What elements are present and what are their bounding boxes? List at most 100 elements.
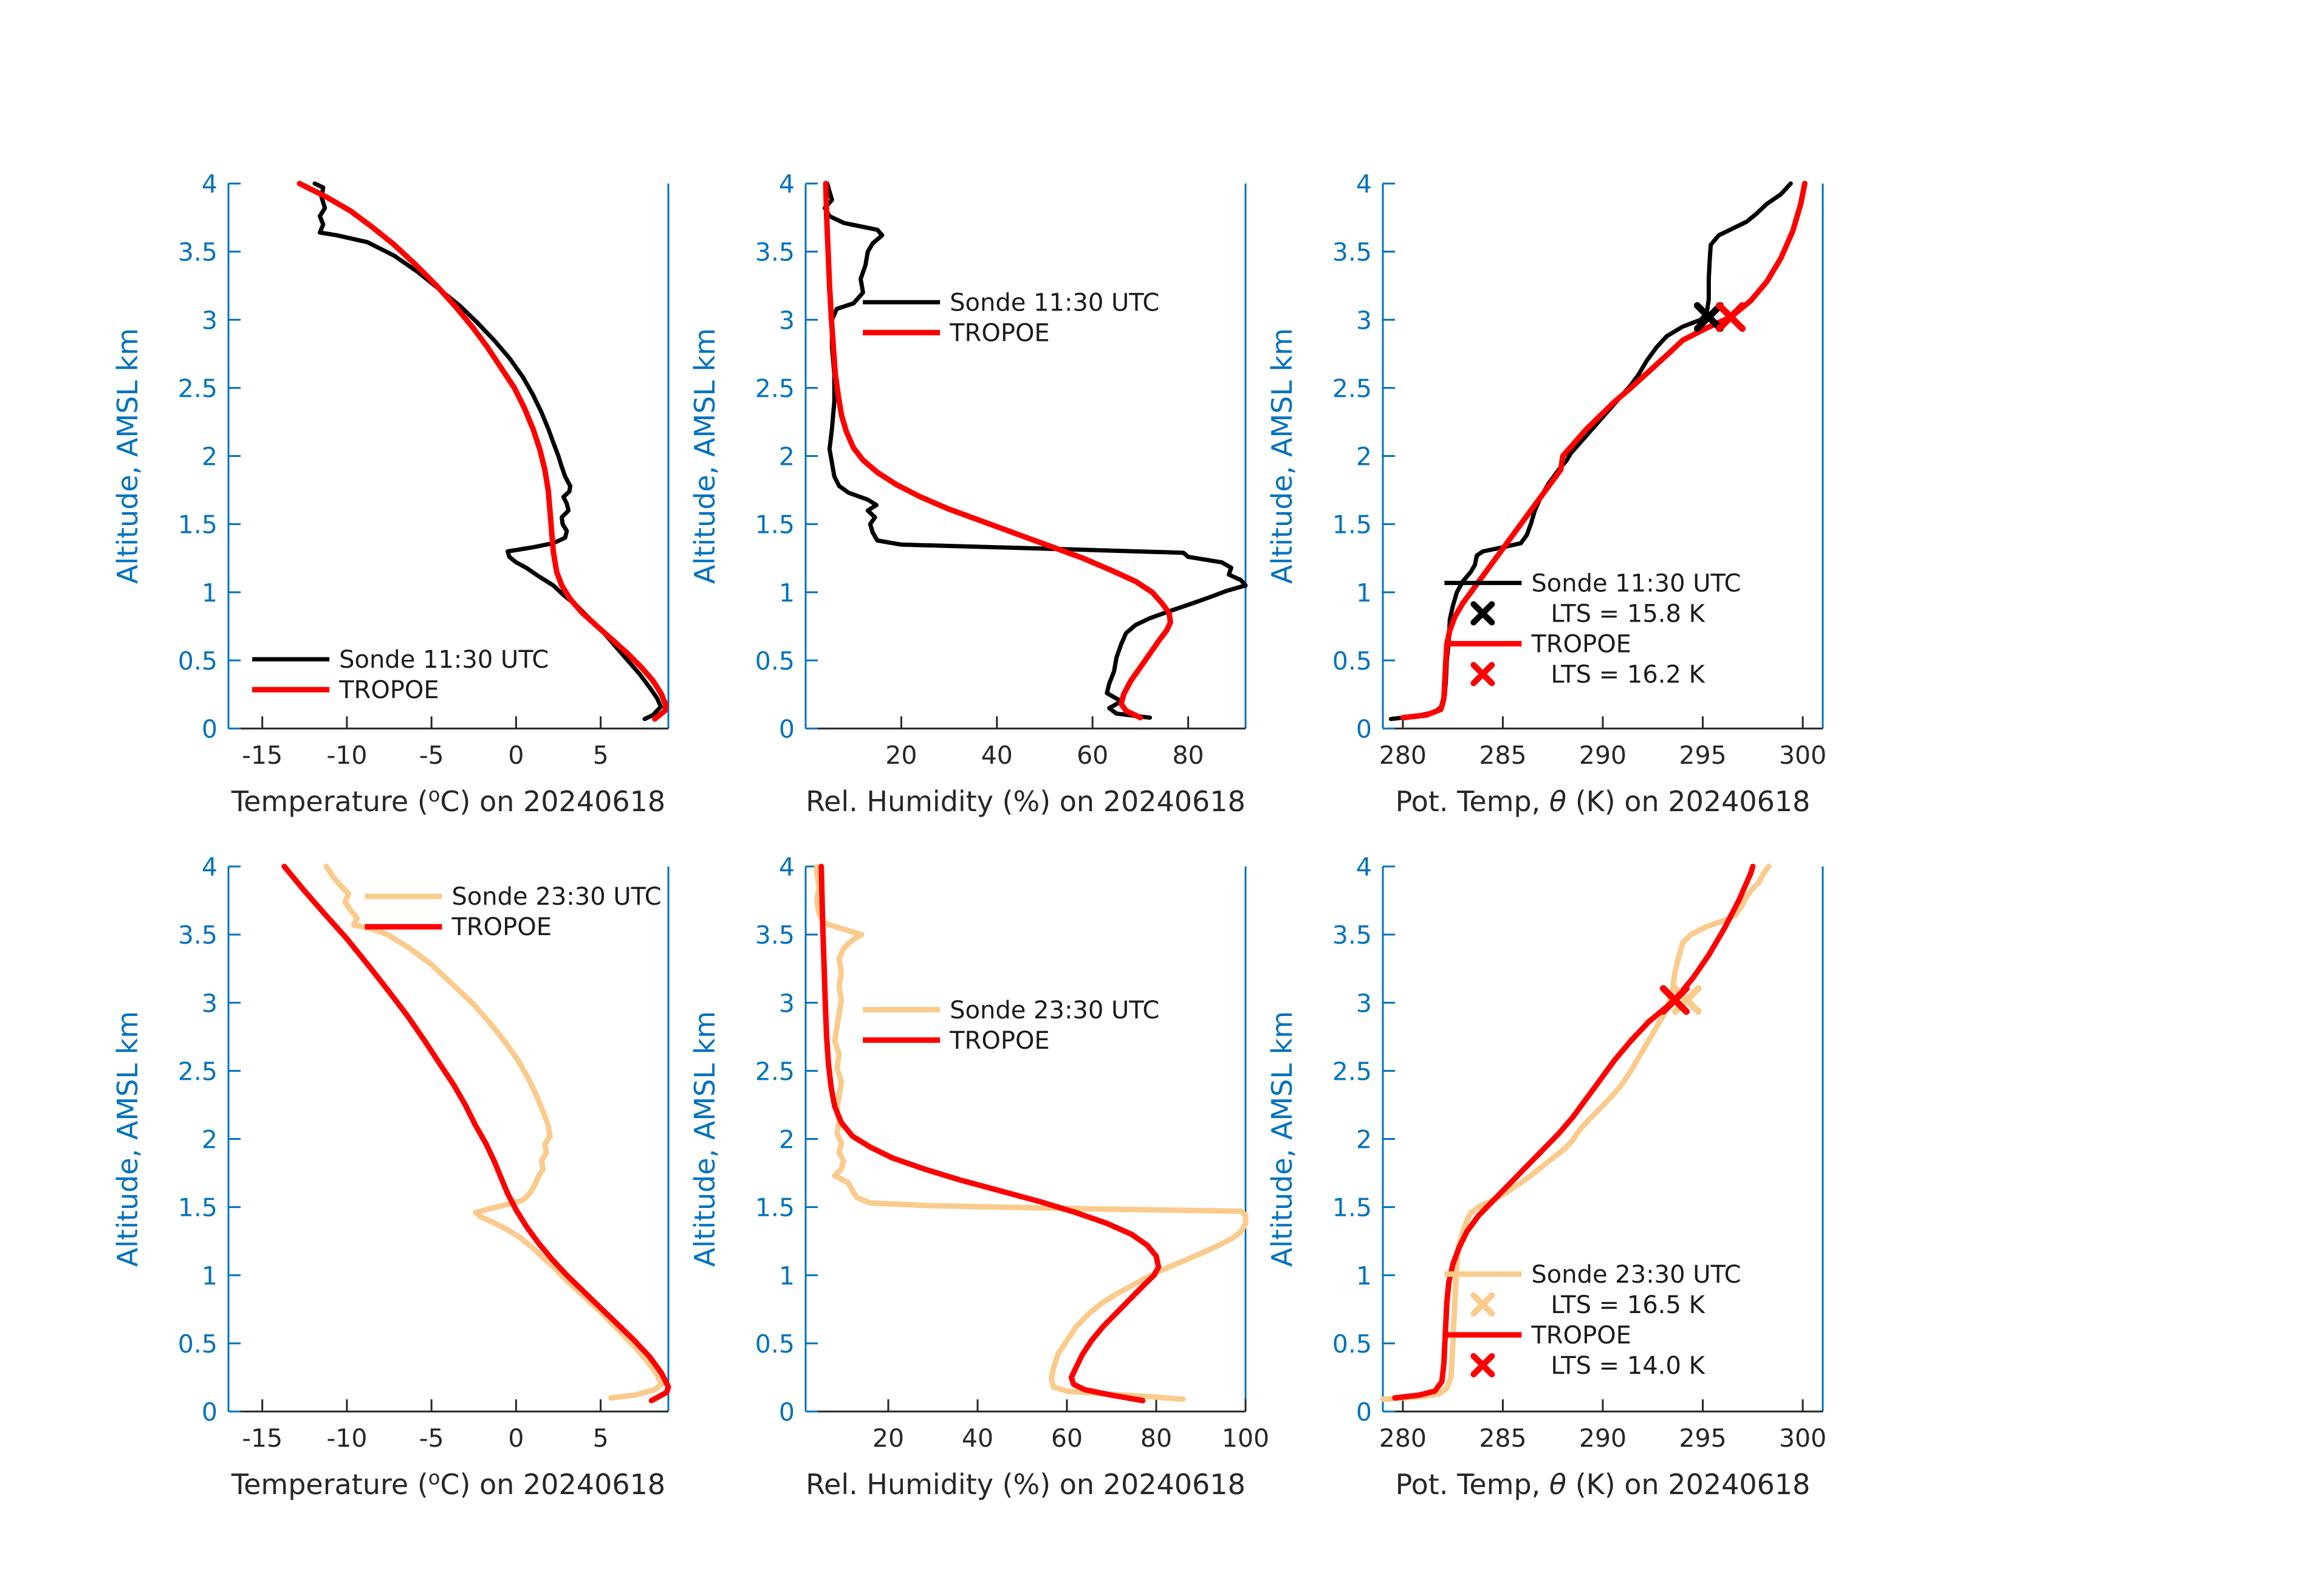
y-tick-label: 1.5: [1332, 510, 1372, 540]
y-tick-label: 3.5: [178, 921, 218, 950]
y-tick-label: 2.5: [755, 374, 795, 403]
curves: [296, 180, 669, 722]
y-tick-label: 0.5: [1332, 1329, 1372, 1359]
x-tick-label: 280: [1379, 741, 1427, 770]
series-line-tropoe: [823, 180, 1173, 721]
y-tick-label: 3: [779, 989, 795, 1018]
x-tick-label: 290: [1579, 741, 1626, 770]
x-tick-label: 285: [1479, 741, 1526, 770]
x-tick-label: 280: [1379, 1424, 1427, 1453]
y-tick-label: 3.5: [755, 238, 795, 267]
y-tick-label: 0: [779, 715, 795, 744]
x-tick-label: -15: [242, 741, 283, 770]
y-tick-label: 0.5: [755, 1329, 795, 1359]
x-tick-label: 0: [508, 741, 524, 770]
x-tick-label: 300: [1779, 1424, 1826, 1453]
y-tick-label: 4: [779, 170, 795, 199]
legend-label: TROPOE: [1530, 1322, 1631, 1350]
curves: [281, 863, 671, 1404]
y-axis-label: Altitude, AMSL km: [688, 328, 721, 584]
y-tick-label: 3.5: [1332, 921, 1372, 950]
y-tick-label: 4: [779, 852, 795, 882]
marker-lts-sonde: [1693, 302, 1724, 332]
y-tick-label: 2.5: [1332, 1057, 1372, 1086]
series-line-sonde-2330: [814, 863, 1249, 1402]
legend-label: TROPOE: [949, 319, 1050, 347]
legend-marker-sample: [1470, 662, 1495, 687]
x-tick-label: 20: [885, 741, 917, 770]
y-tick-label: 1.5: [755, 1193, 795, 1223]
series-line-sonde-2330: [1380, 863, 1772, 1402]
y-tick-label: 2: [202, 442, 218, 472]
curves: [823, 180, 1248, 721]
x-tick-label: 20: [872, 1424, 904, 1453]
x-axis-label: Temperature (oC) on 20240618: [231, 1466, 665, 1501]
y-tick-label: 3: [1356, 306, 1372, 335]
x-axis-label: Rel. Humidity (%) on 20240618: [806, 785, 1246, 818]
y-axis-label: Altitude, AMSL km: [1266, 1011, 1298, 1267]
y-axis-label: Altitude, AMSL km: [111, 328, 144, 584]
subplot-theta-2330: 0 0.5 1 1.5 2 2.5 3 3.5 4 280 285 290 295 300 Altitude…: [1266, 852, 1826, 1501]
y-tick-label: 4: [202, 852, 218, 882]
y-tick-label: 0: [1356, 1398, 1372, 1427]
x-tick-label: 5: [593, 1424, 609, 1453]
y-tick-label: 3: [202, 989, 218, 1018]
y-axis-label: Altitude, AMSL km: [111, 1011, 144, 1267]
y-tick-label: 2.5: [1332, 374, 1372, 403]
x-tick-label: 295: [1679, 1424, 1726, 1453]
x-tick-label: 60: [1077, 741, 1108, 770]
series-line-tropoe: [1392, 863, 1756, 1401]
y-tick-label: 1: [202, 578, 218, 608]
legend-label: Sonde 11:30 UTC: [339, 646, 549, 674]
y-tick-label: 3.5: [1332, 238, 1372, 267]
y-tick-label: 4: [1356, 852, 1372, 882]
y-tick-label: 2.5: [178, 1057, 218, 1086]
x-tick-label: 0: [508, 1424, 524, 1453]
legend-label: LTS = 16.5 K: [1551, 1291, 1705, 1319]
x-tick-label: 80: [1140, 1424, 1172, 1453]
curves: [814, 863, 1249, 1404]
y-tick-label: 0.5: [178, 1329, 218, 1359]
marker-lts-tropoe: [1659, 985, 1690, 1015]
y-axis-label: Altitude, AMSL km: [688, 1011, 721, 1267]
x-tick-label: -15: [242, 1424, 283, 1453]
y-tick-label: 3: [1356, 989, 1372, 1018]
y-tick-label: 0: [779, 1398, 795, 1427]
legend-marker-sample: [1470, 1353, 1495, 1377]
legend-marker-sample: [1470, 1292, 1495, 1317]
x-axis-label: Pot. Temp, θ (K) on 20240618: [1396, 785, 1811, 818]
legend-label: LTS = 16.2 K: [1551, 660, 1705, 688]
subplot-temp-1130: 0 0.5 1 1.5 2 2.5 3 3.5 4 -15 -10 -5 0 5 Altitude, AMS…: [111, 170, 670, 818]
legend-label: TROPOE: [451, 913, 552, 941]
x-tick-label: -5: [419, 741, 444, 770]
y-tick-label: 1: [779, 578, 795, 608]
legend-marker-sample: [1470, 601, 1495, 626]
y-tick-label: 3.5: [755, 921, 795, 950]
y-tick-label: 2: [202, 1125, 218, 1154]
legend-label: Sonde 23:30 UTC: [950, 996, 1159, 1024]
legend-label: LTS = 15.8 K: [1551, 600, 1705, 628]
x-axis-label: Pot. Temp, θ (K) on 20240618: [1396, 1468, 1811, 1501]
legend-label: LTS = 14.0 K: [1551, 1352, 1705, 1380]
legend-label: TROPOE: [338, 676, 439, 704]
y-tick-label: 0: [202, 1398, 218, 1427]
legend-label: Sonde 11:30 UTC: [950, 289, 1159, 317]
legend-label: Sonde 11:30 UTC: [1531, 569, 1741, 597]
y-tick-label: 1.5: [1332, 1193, 1372, 1223]
curves: [1380, 863, 1772, 1402]
x-tick-label: 295: [1679, 741, 1726, 770]
series-line-sonde-2330: [324, 863, 665, 1401]
y-tick-label: 2: [1356, 442, 1372, 472]
legend-label: TROPOE: [1530, 630, 1631, 658]
subplot-temp-2330: 0 0.5 1 1.5 2 2.5 3 3.5 4 -15 -10 -5 0 5 Altitude, AMS…: [111, 852, 671, 1501]
x-tick-label: 100: [1222, 1424, 1269, 1453]
subplot-theta-1130: 0 0.5 1 1.5 2 2.5 3 3.5 4 280 285 290 295 300 Altitude…: [1266, 170, 1826, 818]
x-tick-label: 5: [593, 741, 609, 770]
x-tick-label: 40: [981, 741, 1013, 770]
